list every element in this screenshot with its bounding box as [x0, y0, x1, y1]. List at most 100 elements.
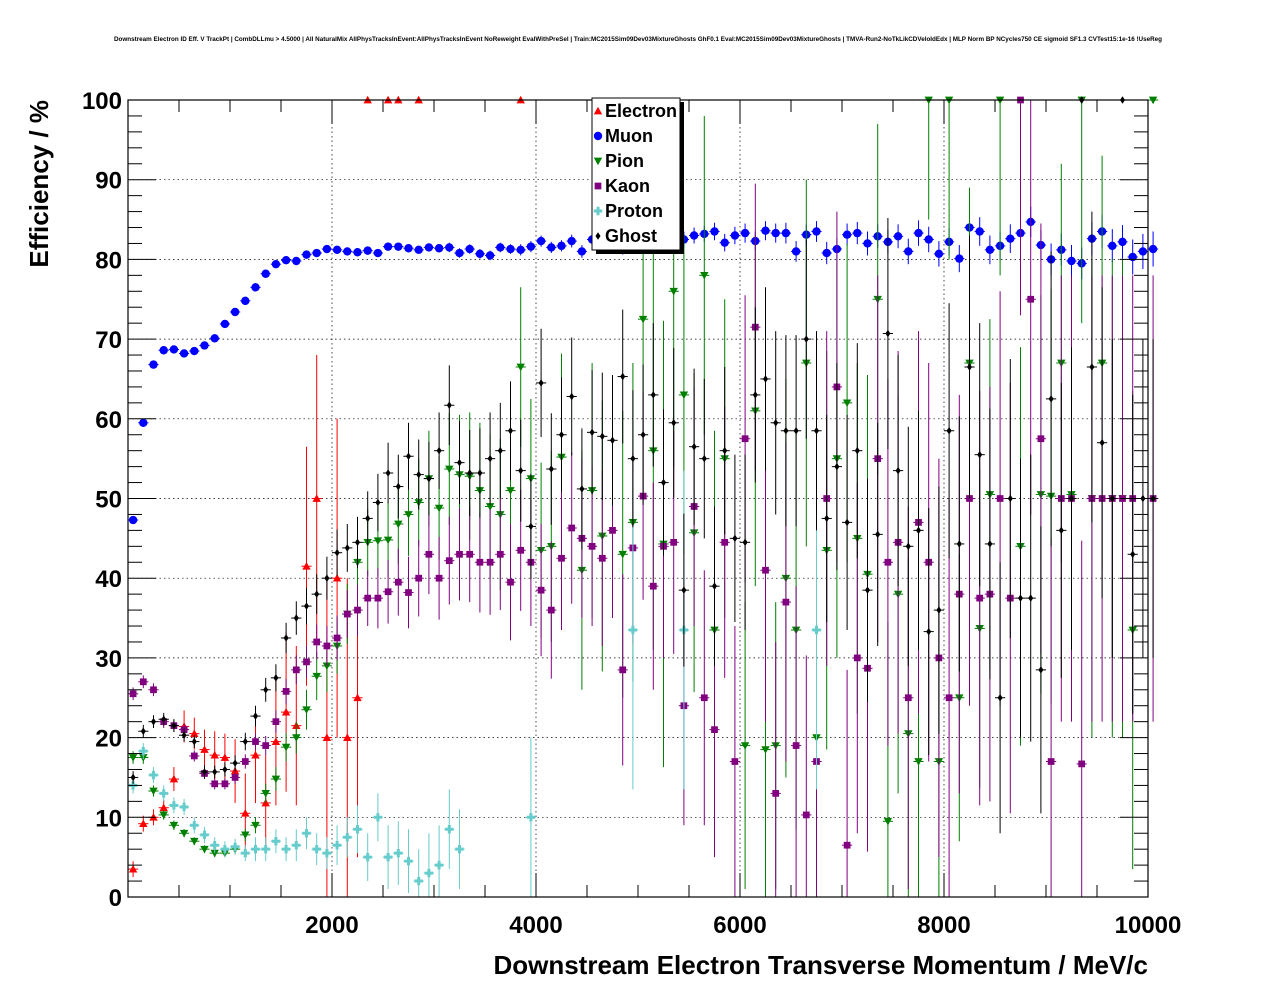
data-point	[599, 432, 605, 441]
data-point	[159, 789, 168, 798]
data-point	[467, 469, 473, 477]
data-point	[169, 801, 179, 810]
data-point	[485, 503, 495, 511]
data-point	[1118, 237, 1127, 247]
data-point	[976, 594, 984, 602]
data-point	[302, 706, 311, 714]
data-point	[1007, 494, 1013, 503]
data-point	[722, 446, 728, 455]
data-point	[924, 235, 933, 244]
data-point	[149, 787, 158, 796]
data-point	[426, 474, 432, 483]
data-point	[363, 852, 372, 862]
chart-title: Downstream Electron ID Eff. V TrackPt | …	[113, 36, 1162, 43]
data-point	[149, 770, 158, 780]
data-point	[496, 243, 505, 252]
data-point	[721, 538, 729, 546]
data-point	[1067, 256, 1076, 266]
y-tick-label: 90	[95, 168, 122, 195]
data-point	[261, 844, 270, 854]
data-point	[139, 819, 148, 828]
data-point	[353, 693, 362, 702]
data-point	[292, 734, 301, 742]
data-point	[273, 674, 279, 682]
y-tick-label: 50	[95, 487, 122, 514]
data-point	[271, 737, 281, 745]
data-point	[281, 707, 291, 716]
data-point	[313, 638, 321, 646]
data-point	[620, 372, 626, 381]
data-point	[671, 419, 677, 427]
legend-marker-pion	[593, 157, 603, 166]
data-point	[373, 537, 383, 545]
data-point	[1109, 494, 1115, 503]
data-point	[210, 840, 219, 850]
legend-box	[591, 97, 681, 251]
data-point	[190, 346, 199, 356]
data-point	[302, 562, 311, 570]
data-point	[476, 558, 484, 566]
data-point	[303, 602, 310, 610]
data-point	[711, 582, 718, 590]
data-point	[1099, 438, 1105, 447]
data-point	[271, 259, 281, 269]
data-point	[650, 391, 656, 399]
data-point	[1128, 252, 1137, 262]
data-point	[547, 243, 556, 252]
data-point	[956, 540, 962, 548]
data-point	[384, 588, 392, 596]
data-point	[496, 550, 504, 558]
data-point	[271, 837, 281, 846]
data-point	[904, 694, 912, 702]
data-point	[190, 752, 198, 760]
data-point	[210, 750, 219, 759]
data-point	[557, 241, 566, 251]
data-point	[781, 228, 791, 238]
data-point	[200, 830, 209, 840]
data-point	[1047, 758, 1055, 765]
data-point	[334, 548, 340, 557]
data-point	[618, 550, 627, 559]
data-point	[588, 542, 596, 550]
y-tick-label: 60	[95, 407, 122, 434]
data-point	[312, 494, 321, 502]
data-point	[128, 864, 138, 873]
data-point	[251, 821, 260, 830]
data-point	[537, 586, 545, 594]
data-point	[434, 504, 444, 513]
data-point	[812, 625, 821, 635]
data-point	[577, 247, 587, 256]
data-point	[445, 557, 453, 565]
data-point	[262, 742, 270, 749]
data-point	[516, 363, 525, 372]
data-point	[343, 610, 351, 618]
data-point	[190, 837, 199, 846]
data-point	[200, 745, 209, 753]
data-point	[353, 248, 362, 257]
legend: Electron Muon Pion Kaon Proton Ghost	[591, 97, 684, 254]
data-point	[200, 845, 209, 854]
data-point	[232, 759, 238, 767]
data-point	[210, 849, 219, 858]
data-point	[272, 718, 280, 726]
data-point	[630, 454, 636, 463]
data-point	[394, 242, 403, 251]
data-point	[589, 428, 595, 437]
data-point	[710, 227, 719, 236]
data-point	[732, 534, 738, 543]
data-point	[130, 773, 136, 782]
data-point	[506, 244, 515, 254]
data-point	[864, 586, 871, 594]
data-point	[477, 469, 483, 477]
series-proton	[128, 470, 822, 897]
y-tick-label: 10	[95, 805, 122, 832]
data-point	[140, 727, 146, 736]
legend-label-electron: Electron	[605, 101, 677, 121]
y-axis-label: Efficiency / %	[24, 100, 54, 268]
data-point	[416, 470, 422, 479]
data-point	[486, 558, 494, 566]
data-point	[302, 829, 311, 838]
data-point	[987, 540, 993, 548]
data-point	[424, 868, 434, 878]
